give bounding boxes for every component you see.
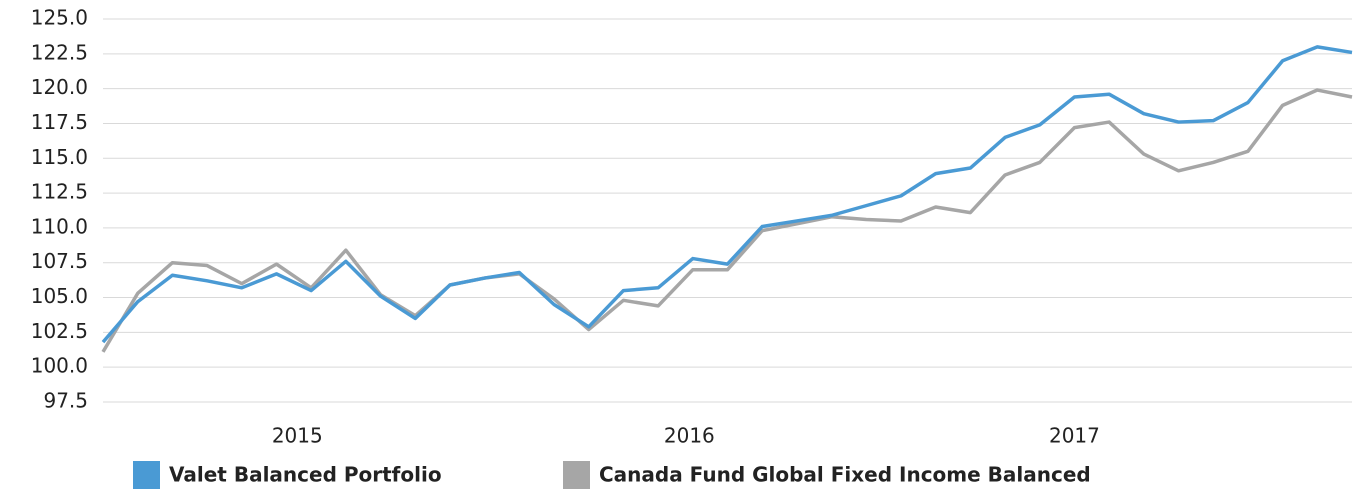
y-tick-label: 110.0 xyxy=(31,214,88,238)
y-tick-label: 112.5 xyxy=(31,180,88,204)
y-tick-label: 122.5 xyxy=(31,40,88,64)
y-tick-label: 105.0 xyxy=(31,284,88,308)
x-tick-label: 2017 xyxy=(1049,424,1100,448)
series-line xyxy=(101,45,1353,344)
y-tick-label: 120.0 xyxy=(31,75,88,99)
x-tick-label: 2016 xyxy=(664,424,715,448)
legend-label: Valet Balanced Portfolio xyxy=(169,463,442,487)
series-line xyxy=(101,88,1353,353)
y-tick-label: 107.5 xyxy=(31,249,88,273)
y-tick-label: 97.5 xyxy=(43,389,88,413)
legend-swatch xyxy=(563,461,590,489)
y-tick-label: 102.5 xyxy=(31,319,88,343)
x-tick-label: 2015 xyxy=(272,424,323,448)
y-tick-label: 100.0 xyxy=(31,354,88,378)
y-tick-label: 115.0 xyxy=(31,145,88,169)
legend-swatch xyxy=(133,461,160,489)
legend-label: Canada Fund Global Fixed Income Balanced xyxy=(599,463,1091,487)
y-tick-label: 117.5 xyxy=(31,110,88,134)
y-tick-label: 125.0 xyxy=(31,6,88,30)
